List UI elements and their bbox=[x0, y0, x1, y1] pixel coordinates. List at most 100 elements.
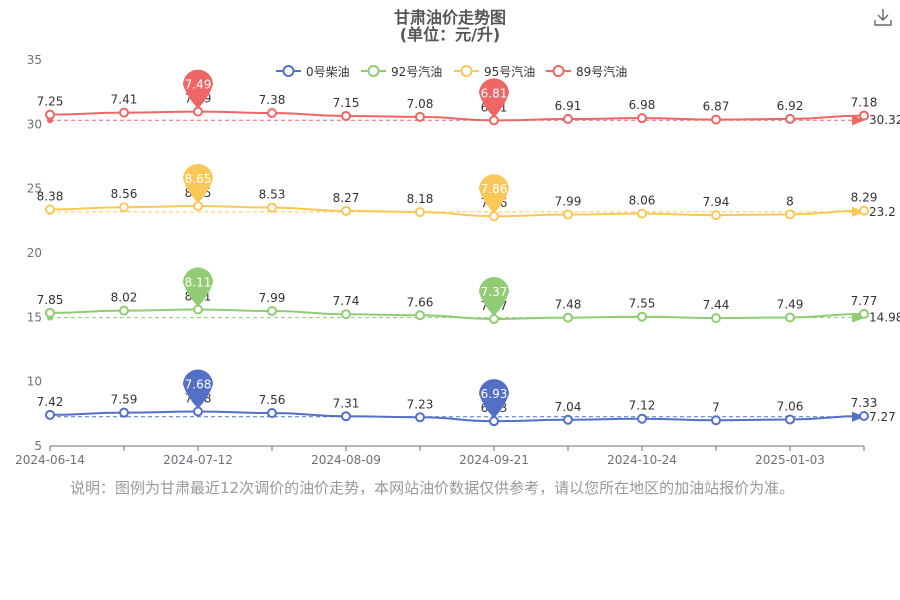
data-label: 7.49 bbox=[777, 297, 804, 311]
data-point bbox=[193, 201, 203, 212]
legend-marker bbox=[460, 65, 473, 77]
data-point bbox=[45, 204, 55, 215]
legend-label: 92号汽油 bbox=[391, 64, 442, 79]
data-point bbox=[489, 416, 499, 427]
min-pin-label: 6.93 bbox=[481, 387, 508, 401]
y-tick-label: 15 bbox=[27, 310, 42, 324]
average-arrow bbox=[852, 115, 865, 126]
min-pin-label: 6.81 bbox=[481, 86, 508, 100]
data-point bbox=[45, 109, 55, 120]
average-label: 7.27 bbox=[869, 410, 896, 424]
data-label: 7.66 bbox=[407, 295, 434, 309]
data-point bbox=[785, 312, 795, 323]
min-pin bbox=[479, 174, 509, 214]
data-label: 7.38 bbox=[259, 93, 286, 107]
data-point bbox=[119, 407, 129, 418]
data-label: 7.08 bbox=[407, 97, 434, 111]
average-arrow bbox=[852, 206, 865, 217]
data-point bbox=[341, 205, 351, 216]
data-point bbox=[711, 313, 721, 324]
max-pin bbox=[183, 69, 213, 109]
max-pin bbox=[183, 164, 213, 204]
data-point bbox=[193, 406, 203, 417]
y-tick-label: 20 bbox=[27, 246, 42, 260]
data-point bbox=[563, 414, 573, 425]
data-label: 8.27 bbox=[333, 191, 360, 205]
legend-marker bbox=[367, 65, 380, 77]
data-point bbox=[489, 314, 499, 325]
data-label: 7.99 bbox=[259, 291, 286, 305]
series-line bbox=[49, 110, 865, 122]
data-point bbox=[193, 106, 203, 117]
data-point bbox=[119, 305, 129, 316]
data-label: 7.85 bbox=[37, 293, 64, 307]
data-point bbox=[341, 110, 351, 121]
data-point bbox=[785, 414, 795, 425]
data-point bbox=[711, 114, 721, 125]
average-label: 14.98 bbox=[869, 311, 900, 325]
series-line bbox=[49, 410, 865, 423]
min-pin bbox=[479, 78, 509, 118]
data-point bbox=[267, 306, 277, 317]
min-pin bbox=[479, 379, 509, 419]
max-pin bbox=[183, 369, 213, 409]
data-point bbox=[637, 208, 647, 219]
y-tick-label: 5 bbox=[34, 439, 42, 453]
data-point bbox=[489, 211, 499, 222]
min-pin-label: 7.37 bbox=[481, 285, 508, 299]
max-pin-label: 8.65 bbox=[185, 172, 212, 186]
data-point bbox=[119, 202, 129, 213]
data-label: 8.53 bbox=[259, 188, 286, 202]
data-point bbox=[45, 307, 55, 318]
data-label: 7.33 bbox=[851, 396, 878, 410]
series-line bbox=[49, 205, 865, 218]
data-label: 8.06 bbox=[629, 194, 656, 208]
data-point bbox=[415, 412, 425, 423]
data-point bbox=[563, 114, 573, 125]
data-label: 7 bbox=[712, 400, 720, 414]
max-pin-label: 7.68 bbox=[185, 378, 212, 392]
data-label: 7.41 bbox=[111, 93, 138, 107]
x-tick-label: 2024-06-14 bbox=[15, 453, 85, 467]
data-label: 7.48 bbox=[555, 298, 582, 312]
max-pin-label: 7.49 bbox=[185, 78, 212, 92]
data-label: 7.55 bbox=[629, 297, 656, 311]
legend-marker bbox=[552, 65, 565, 77]
y-tick-label: 30 bbox=[27, 117, 42, 131]
data-label: 7.74 bbox=[333, 294, 360, 308]
data-label: 7.18 bbox=[851, 96, 878, 110]
disclaimer-note: 说明：图例为甘肃最近12次调价的油价走势，本网站油价数据仅供参考，请以您所在地区… bbox=[70, 479, 795, 497]
download-icon[interactable] bbox=[872, 6, 894, 28]
data-point bbox=[859, 411, 869, 422]
y-tick-label: 25 bbox=[27, 182, 42, 196]
x-tick-label: 2024-08-09 bbox=[311, 453, 381, 467]
min-pin bbox=[479, 277, 509, 317]
x-tick-label: 2024-07-12 bbox=[163, 453, 233, 467]
average-arrow bbox=[852, 312, 865, 323]
data-point bbox=[267, 202, 277, 213]
data-label: 7.25 bbox=[37, 95, 64, 109]
data-point bbox=[637, 113, 647, 124]
data-label: 6.87 bbox=[703, 100, 730, 114]
y-tick-label: 10 bbox=[27, 375, 42, 389]
data-point bbox=[859, 110, 869, 121]
data-point bbox=[563, 209, 573, 220]
data-label: 8 bbox=[786, 194, 794, 208]
legend-label: 95号汽油 bbox=[484, 64, 535, 79]
x-tick-label: 2024-10-24 bbox=[607, 453, 677, 467]
max-pin-label: 8.11 bbox=[185, 275, 212, 289]
max-pin bbox=[183, 267, 213, 307]
data-label: 7.04 bbox=[555, 400, 582, 414]
data-point bbox=[637, 413, 647, 424]
data-label: 7.06 bbox=[777, 399, 804, 413]
data-point bbox=[859, 308, 869, 319]
x-tick-label: 2025-01-03 bbox=[755, 453, 825, 467]
data-label: 7.56 bbox=[259, 393, 286, 407]
data-point bbox=[341, 309, 351, 320]
x-tick-label: 2024-09-21 bbox=[459, 453, 529, 467]
data-point bbox=[415, 207, 425, 218]
data-label: 7.59 bbox=[111, 393, 138, 407]
data-label: 8.56 bbox=[111, 187, 138, 201]
data-label: 7.15 bbox=[333, 96, 360, 110]
data-label: 7.77 bbox=[851, 294, 878, 308]
